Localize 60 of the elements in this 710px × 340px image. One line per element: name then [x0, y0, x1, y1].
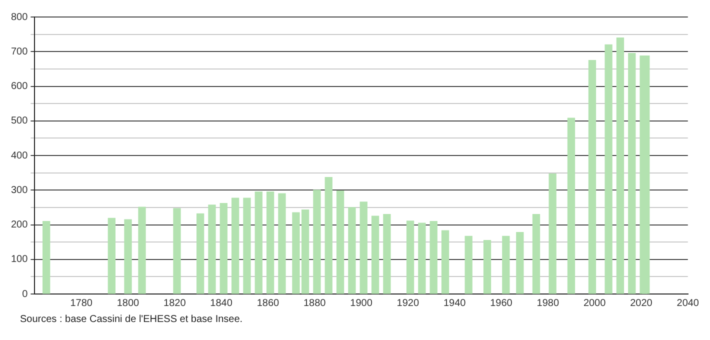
- bar: [567, 118, 576, 294]
- bar: [516, 232, 524, 294]
- x-tick-label: 1960: [490, 298, 513, 309]
- bar: [254, 192, 262, 294]
- bar: [324, 176, 332, 294]
- bar: [138, 206, 146, 294]
- x-tick-label: 1860: [256, 298, 280, 309]
- x-tick-label: 2020: [630, 298, 653, 309]
- bar: [532, 214, 540, 294]
- x-tick-label: 1780: [70, 298, 93, 309]
- bar: [124, 219, 132, 294]
- bar: [360, 202, 368, 294]
- y-tick-label: 0: [22, 288, 28, 300]
- x-tick-label: 1940: [443, 298, 466, 309]
- bar: [243, 198, 251, 294]
- y-tick-label: 800: [10, 12, 28, 23]
- x-tick-label: 1920: [396, 298, 420, 309]
- bar: [220, 202, 228, 294]
- bar: [231, 198, 240, 294]
- x-tick-label: 1800: [116, 298, 140, 309]
- y-tick-label: 700: [10, 46, 28, 58]
- bar: [604, 44, 612, 294]
- x-tick-label: 1980: [536, 298, 560, 309]
- bar: [588, 60, 596, 294]
- bar: [348, 207, 356, 294]
- bar: [196, 213, 204, 294]
- bar: [266, 192, 274, 294]
- bar: [108, 218, 116, 294]
- x-tick-label: 1880: [304, 298, 326, 309]
- bar: [418, 222, 426, 294]
- bar: [208, 204, 216, 294]
- bar: [483, 240, 492, 294]
- bar: [430, 220, 438, 294]
- y-tick-label: 100: [10, 254, 28, 266]
- bar: [548, 174, 556, 294]
- bar: [313, 190, 321, 294]
- y-tick-label: 500: [10, 116, 28, 127]
- bar: [336, 190, 344, 294]
- y-tick-label: 300: [10, 184, 28, 196]
- bar: [616, 37, 624, 294]
- bar: [42, 220, 50, 294]
- bar: [642, 55, 650, 294]
- y-tick-label: 400: [10, 150, 28, 162]
- x-tick-label: 2000: [583, 298, 606, 309]
- source-note: Sources : base Cassini de l'EHESS et base Insee.: [20, 314, 244, 325]
- x-tick-label: 1900: [350, 298, 373, 309]
- bar: [441, 230, 450, 294]
- bar: [371, 216, 380, 294]
- bar: [628, 53, 636, 294]
- bar: [278, 193, 286, 294]
- x-tick-label: 2040: [676, 298, 700, 309]
- x-tick-label: 1820: [164, 298, 186, 309]
- bar: [502, 236, 510, 294]
- bar: [383, 214, 391, 294]
- y-tick-label: 600: [10, 81, 28, 92]
- bar: [406, 220, 414, 294]
- bar: [464, 236, 472, 294]
- x-tick-label: 1840: [210, 298, 233, 309]
- bar: [173, 208, 181, 294]
- y-tick-label: 200: [10, 220, 28, 230]
